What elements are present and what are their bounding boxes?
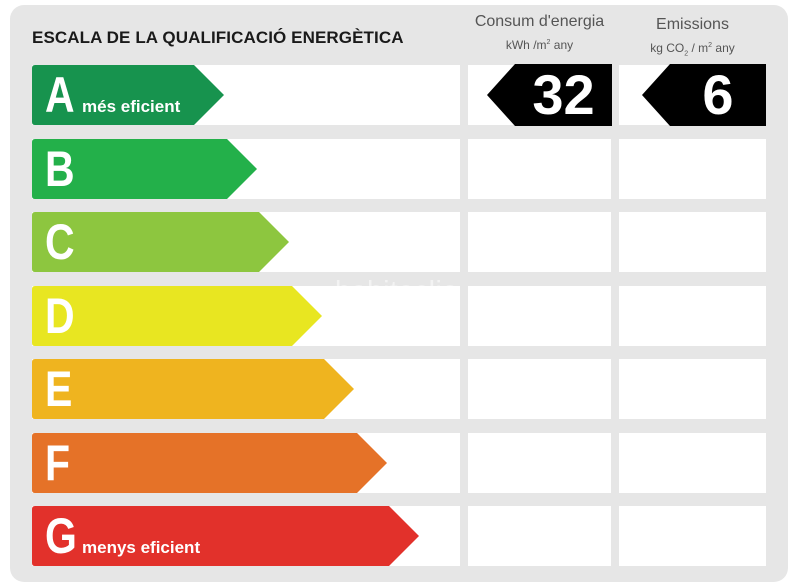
emissions-cell: [619, 506, 766, 566]
emissions-cell: [619, 139, 766, 199]
consumption-title: Consum d'energia: [474, 13, 605, 30]
rating-letter-a: A: [45, 67, 75, 123]
rating-arrow-e: E: [32, 359, 354, 419]
rating-arrow-shape-e: [32, 359, 354, 419]
rating-letter-e: E: [45, 361, 73, 417]
rating-label-g: menys eficient: [82, 538, 201, 557]
consumption-value-badge: 32: [487, 64, 612, 126]
consumption-cell: [468, 359, 611, 419]
consumption-value-text: 32: [532, 63, 595, 126]
consumption-cell: [468, 506, 611, 566]
rating-label-a: més eficient: [82, 97, 181, 116]
consumption-header: Consum d'energia kWh /m2 any: [468, 13, 611, 53]
rating-arrow-shape-g: [32, 506, 419, 566]
emissions-unit: kg CO2 / m2 any: [650, 41, 735, 58]
rating-letter-f: F: [45, 435, 71, 491]
emissions-cell: [619, 433, 766, 493]
rating-arrow-shape-d: [32, 286, 322, 346]
consumption-cell: [468, 139, 611, 199]
watermark-logo: habitaclia: [335, 275, 459, 306]
rating-arrow-f: F: [32, 433, 387, 493]
rating-letter-d: D: [45, 288, 75, 344]
consumption-unit: kWh /m2 any: [505, 38, 574, 52]
emissions-header: Emissions kg CO2 / m2 any: [619, 16, 766, 62]
emissions-cell: [619, 286, 766, 346]
emissions-cell: [619, 212, 766, 272]
consumption-cell: [468, 212, 611, 272]
rating-arrow-shape-c: [32, 212, 289, 272]
rating-arrow-b: B: [32, 139, 257, 199]
rating-letter-g: G: [45, 508, 77, 564]
rating-letter-b: B: [45, 141, 75, 197]
emissions-value-text: 6: [702, 63, 734, 126]
consumption-cell: [468, 286, 611, 346]
rating-arrow-shape-b: [32, 139, 257, 199]
rating-arrow-d: D: [32, 286, 322, 346]
emissions-cell: [619, 359, 766, 419]
rating-arrow-c: C: [32, 212, 289, 272]
consumption-cell: [468, 433, 611, 493]
scale-title: ESCALA DE LA QUALIFICACIÓ ENERGÈTICA: [32, 28, 404, 47]
rating-arrow-shape-a: [32, 65, 224, 125]
rating-letter-c: C: [45, 214, 75, 270]
emissions-title: Emissions: [656, 16, 729, 33]
rating-arrow-shape-f: [32, 433, 387, 493]
emissions-value-badge: 6: [642, 64, 766, 126]
